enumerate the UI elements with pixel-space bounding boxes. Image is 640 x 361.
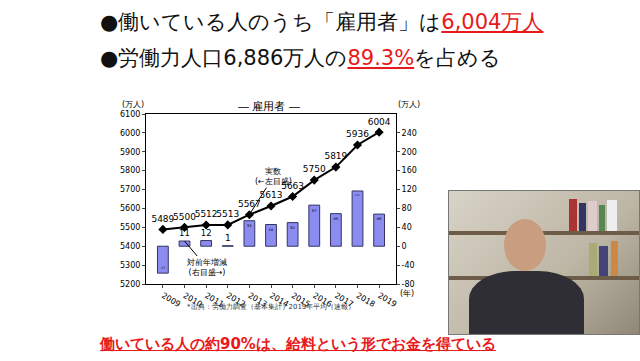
svg-text:6000: 6000 — [120, 129, 140, 138]
svg-text:6100: 6100 — [120, 110, 140, 119]
svg-text:(万人): (万人) — [122, 100, 144, 109]
svg-text:5400: 5400 — [120, 242, 140, 251]
svg-text:5300: 5300 — [120, 261, 140, 270]
svg-text:200: 200 — [402, 148, 417, 157]
svg-text:実数(←左目盛): 実数(←左目盛) — [255, 167, 292, 186]
svg-text:5819: 5819 — [324, 151, 347, 161]
svg-text:5800: 5800 — [120, 166, 140, 175]
svg-text:5900: 5900 — [120, 148, 140, 157]
svg-text:5936: 5936 — [346, 129, 369, 139]
html-text:働いている人の約90%は、給料という形でお金を得ている: 働いている人の約90%は、給料という形でお金を得ている — [100, 335, 496, 353]
svg-text:5500: 5500 — [120, 223, 140, 232]
svg-text:87: 87 — [312, 208, 317, 213]
svg-text:117: 117 — [355, 194, 360, 197]
svg-text:160: 160 — [402, 166, 417, 175]
svg-text:-80: -80 — [402, 280, 415, 289]
svg-text:2011: 2011 — [203, 291, 225, 309]
svg-text:5200: 5200 — [120, 280, 140, 289]
svg-text:2012: 2012 — [225, 291, 247, 309]
svg-text:5600: 5600 — [120, 204, 140, 213]
svg-text:5700: 5700 — [120, 185, 140, 194]
svg-text:2009: 2009 — [160, 291, 182, 309]
svg-text:5489: 5489 — [151, 214, 174, 224]
svg-text:0: 0 — [402, 242, 407, 251]
svg-text:2015: 2015 — [290, 291, 312, 309]
svg-text:(年): (年) — [400, 289, 414, 298]
svg-text:対前年増減(右目盛→): 対前年増減(右目盛→) — [187, 258, 227, 277]
svg-text:68: 68 — [377, 217, 382, 221]
svg-text:5512: 5512 — [195, 209, 218, 219]
svg-text:40: 40 — [402, 223, 412, 232]
svg-text:(万人): (万人) — [398, 100, 420, 109]
svg-text:5663: 5663 — [281, 181, 304, 191]
svg-text:5750: 5750 — [303, 164, 326, 174]
svg-text:1: 1 — [225, 233, 231, 243]
svg-text:2014: 2014 — [268, 291, 290, 309]
html-text:●働いている人のうち「雇用者」は6,004万人: ●働いている人のうち「雇用者」は6,004万人 — [100, 10, 544, 34]
svg-text:2018: 2018 — [355, 291, 377, 309]
svg-text:80: 80 — [402, 204, 412, 213]
svg-text:46: 46 — [269, 228, 274, 232]
svg-text:5513: 5513 — [216, 209, 239, 219]
svg-text:-57: -57 — [160, 266, 165, 270]
svg-text:5567: 5567 — [238, 199, 261, 209]
svg-text:69: 69 — [333, 217, 338, 221]
html-text:●労働力人口6,886万人の89.3%を占める: ●労働力人口6,886万人の89.3%を占める — [100, 46, 502, 70]
svg-text:50: 50 — [290, 226, 295, 230]
svg-text:*出典：労働力調査（基本集計）2019年平均（速報）: *出典：労働力調査（基本集計）2019年平均（速報） — [187, 303, 355, 311]
svg-text:2013: 2013 — [246, 291, 268, 309]
svg-text:54: 54 — [247, 224, 252, 228]
svg-text:2010: 2010 — [182, 291, 204, 309]
svg-text:2016: 2016 — [311, 291, 333, 309]
svg-text:2017: 2017 — [333, 291, 355, 309]
svg-text:5613: 5613 — [260, 190, 283, 200]
svg-text:5500: 5500 — [173, 212, 196, 222]
svg-text:11: 11 — [179, 228, 190, 238]
svg-text:― 雇用者 ―: ― 雇用者 ― — [238, 100, 300, 113]
svg-text:240: 240 — [402, 129, 417, 138]
svg-text:12: 12 — [201, 228, 212, 238]
svg-text:120: 120 — [402, 185, 417, 194]
svg-text:2019: 2019 — [376, 291, 398, 309]
svg-text:-40: -40 — [402, 261, 415, 270]
svg-text:6004: 6004 — [368, 117, 391, 127]
